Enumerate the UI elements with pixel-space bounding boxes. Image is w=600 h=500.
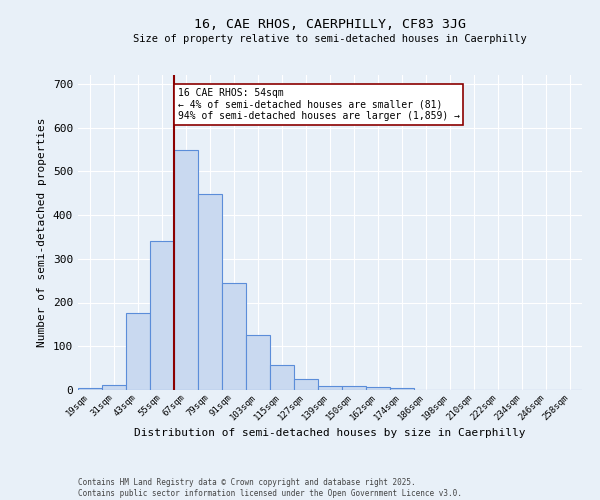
Text: Contains HM Land Registry data © Crown copyright and database right 2025.
Contai: Contains HM Land Registry data © Crown c… bbox=[78, 478, 462, 498]
Y-axis label: Number of semi-detached properties: Number of semi-detached properties bbox=[37, 118, 47, 347]
X-axis label: Distribution of semi-detached houses by size in Caerphilly: Distribution of semi-detached houses by … bbox=[134, 428, 526, 438]
Bar bbox=[318, 386, 342, 390]
Bar bbox=[270, 364, 294, 390]
Bar bbox=[390, 388, 414, 390]
Bar bbox=[198, 194, 222, 390]
Bar bbox=[222, 283, 246, 390]
Text: 16, CAE RHOS, CAERPHILLY, CF83 3JG: 16, CAE RHOS, CAERPHILLY, CF83 3JG bbox=[194, 18, 466, 30]
Bar bbox=[150, 242, 174, 390]
Bar bbox=[174, 150, 198, 390]
Bar bbox=[366, 387, 390, 390]
Text: 16 CAE RHOS: 54sqm
← 4% of semi-detached houses are smaller (81)
94% of semi-det: 16 CAE RHOS: 54sqm ← 4% of semi-detached… bbox=[178, 88, 460, 122]
Bar bbox=[102, 385, 126, 390]
Bar bbox=[246, 336, 270, 390]
Bar bbox=[78, 388, 102, 390]
Bar bbox=[126, 314, 150, 390]
Bar bbox=[294, 379, 318, 390]
Bar bbox=[342, 386, 366, 390]
Text: Size of property relative to semi-detached houses in Caerphilly: Size of property relative to semi-detach… bbox=[133, 34, 527, 44]
